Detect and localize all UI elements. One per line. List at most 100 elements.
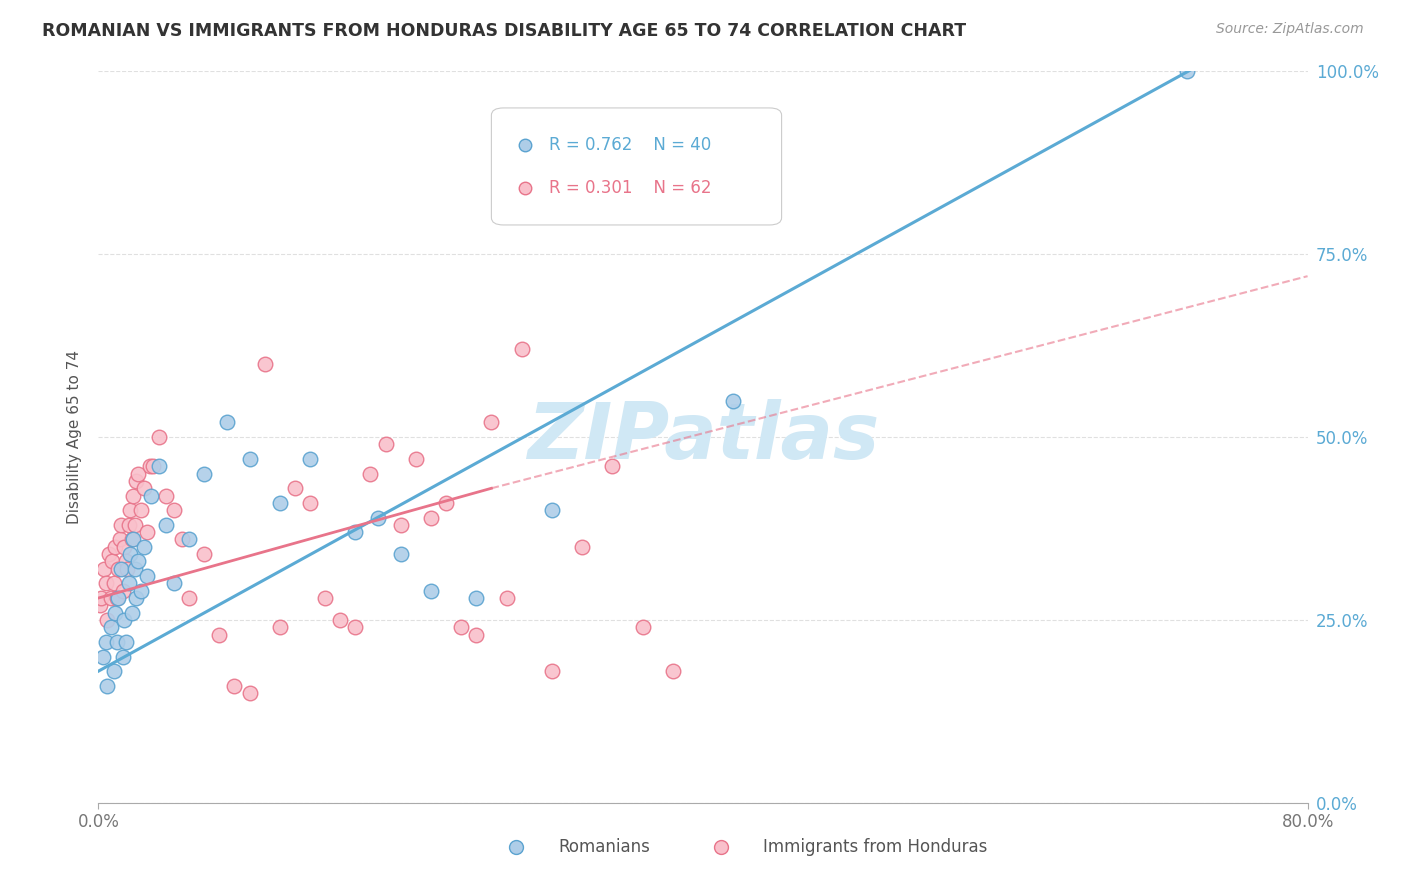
Point (142, 459, 165, 474)
Point (450, 620, 472, 634)
Point (110, 517, 132, 532)
Point (135, 525, 157, 540)
Point (110, 562, 132, 576)
Point (114, 554, 136, 568)
Point (111, 583, 134, 598)
Point (96, 679, 118, 693)
Point (125, 591, 148, 605)
Point (108, 533, 131, 547)
Point (148, 430, 170, 444)
Point (389, 547, 412, 561)
Point (135, 569, 157, 583)
Point (179, 533, 201, 547)
Point (120, 547, 142, 561)
Point (105, 635, 128, 649)
Point (314, 591, 336, 605)
Point (107, 591, 129, 605)
Point (540, 503, 562, 517)
Point (631, 620, 654, 634)
Point (239, 686, 262, 700)
Point (465, 591, 488, 605)
Point (155, 517, 177, 532)
Point (90, 591, 112, 605)
Point (104, 540, 127, 554)
Point (170, 533, 193, 547)
Text: ZIPatlas: ZIPatlas (527, 399, 879, 475)
Point (132, 540, 155, 554)
Point (269, 620, 291, 634)
Point (510, 343, 533, 357)
Point (127, 554, 149, 568)
Point (163, 576, 186, 591)
Point (495, 591, 517, 605)
Point (360, 467, 382, 481)
Point (224, 679, 246, 693)
Point (299, 496, 322, 510)
Point (141, 489, 163, 503)
Point (148, 459, 170, 474)
Point (420, 510, 443, 524)
Point (94, 635, 117, 649)
Point (114, 635, 136, 649)
Point (94, 576, 117, 591)
Point (111, 649, 134, 664)
Point (571, 540, 593, 554)
Point (299, 452, 322, 467)
Point (1175, 64, 1198, 78)
Text: Immigrants from Honduras: Immigrants from Honduras (763, 838, 988, 855)
Point (329, 613, 352, 627)
Point (132, 481, 155, 495)
Point (120, 503, 142, 517)
Point (91, 649, 114, 664)
Point (112, 613, 135, 627)
Text: ROMANIAN VS IMMIGRANTS FROM HONDURAS DISABILITY AGE 65 TO 74 CORRELATION CHART: ROMANIAN VS IMMIGRANTS FROM HONDURAS DIS… (42, 22, 966, 40)
Text: R = 0.762    N = 40: R = 0.762 N = 40 (550, 136, 711, 153)
Point (139, 459, 162, 474)
Point (465, 627, 488, 641)
Point (420, 583, 443, 598)
Point (125, 474, 148, 488)
Point (367, 510, 389, 524)
Point (344, 525, 367, 540)
Point (118, 517, 141, 532)
Point (124, 562, 146, 576)
Point (100, 591, 122, 605)
Text: Romanians: Romanians (558, 838, 650, 855)
Point (179, 591, 201, 605)
Point (239, 452, 262, 467)
Point (100, 620, 122, 634)
Point (434, 496, 457, 510)
Point (129, 503, 152, 517)
Point (98, 547, 121, 561)
Point (163, 503, 186, 517)
Point (661, 664, 683, 678)
Point (93, 562, 115, 576)
Point (215, 416, 238, 430)
Point (374, 437, 396, 451)
Point (129, 583, 152, 598)
Point (107, 562, 129, 576)
Point (124, 517, 146, 532)
Point (481, 416, 503, 430)
Point (121, 606, 143, 620)
Point (389, 517, 412, 532)
Text: R = 0.301    N = 62: R = 0.301 N = 62 (550, 179, 711, 197)
Point (112, 540, 135, 554)
Point (193, 547, 215, 561)
Point (723, 393, 745, 408)
Point (155, 489, 177, 503)
Point (405, 452, 427, 467)
Point (101, 554, 124, 568)
Point (344, 620, 367, 634)
Point (122, 489, 145, 503)
Point (104, 606, 127, 620)
Point (208, 627, 231, 641)
Text: Source: ZipAtlas.com: Source: ZipAtlas.com (1216, 22, 1364, 37)
Y-axis label: Disability Age 65 to 74: Disability Age 65 to 74 (67, 350, 83, 524)
Point (115, 562, 138, 576)
Point (96, 613, 118, 627)
Point (253, 357, 276, 371)
Point (89, 599, 111, 613)
Point (540, 664, 562, 678)
Point (121, 533, 143, 547)
